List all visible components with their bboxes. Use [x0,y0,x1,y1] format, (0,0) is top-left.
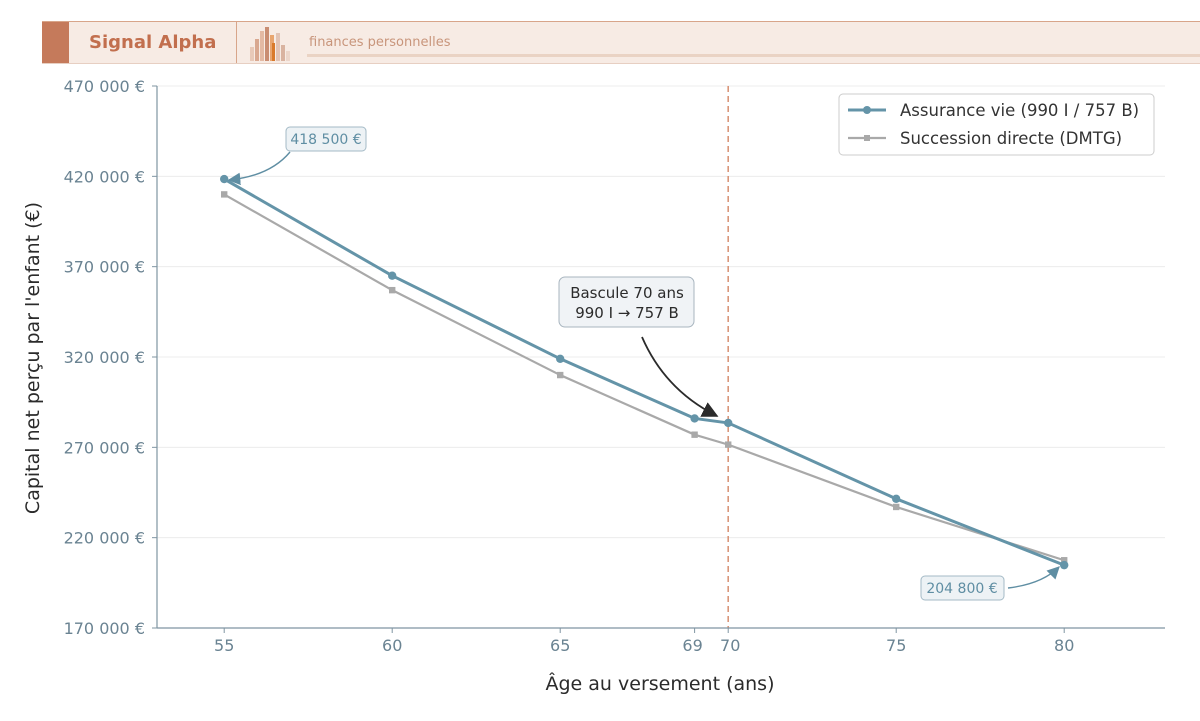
annotation-min-value: 204 800 € [920,566,1060,601]
legend-label: Assurance vie (990 I / 757 B) [900,101,1139,120]
annotation-switch-70: Bascule 70 ans 990 I → 757 B [558,276,719,417]
annotation-min-label: 204 800 € [926,581,997,597]
bar-columns-logo-icon [250,27,290,61]
x-tick-label: 69 [682,636,702,655]
x-axis-title: Âge au versement (ans) [546,672,775,695]
x-tick-label: 60 [382,636,402,655]
annotation-max-value: 418 500 € [227,126,367,186]
annotation-min-arrow [1007,566,1060,589]
x-tick-label: 80 [1054,636,1074,655]
data-point-succession-directe[interactable] [725,441,732,448]
data-point-assurance-vie[interactable] [690,414,699,423]
legend-label: Succession directe (DMTG) [900,129,1122,148]
header-accent-block [42,22,69,63]
data-point-succession-directe[interactable] [389,286,396,294]
y-tick-label: 420 000 € [64,167,145,186]
x-tick-labels: 55 60 65 69 70 75 80 [214,628,1074,655]
x-tick-label: 55 [214,636,234,655]
y-tick-label: 320 000 € [64,348,145,367]
header-divider [236,22,237,63]
legend-entry-assurance-vie[interactable]: Assurance vie (990 I / 757 B) [848,101,1139,120]
y-tick-label: 270 000 € [64,438,145,457]
data-point-assurance-vie[interactable] [724,418,733,428]
header-tagline: finances personnelles [309,35,451,50]
header-underline [307,54,1200,57]
series-line-succession-directe [223,193,1065,562]
annotation-max-arrow [227,151,291,186]
x-tick-label: 70 [720,636,740,655]
annotation-switch-arrow [641,336,719,417]
y-tick-label: 220 000 € [64,529,145,548]
series-layer [220,174,1069,570]
data-point-assurance-vie[interactable] [388,271,397,280]
legend: Assurance vie (990 I / 757 B) Succession… [838,93,1155,156]
data-point-assurance-vie[interactable] [220,174,229,184]
data-point-assurance-vie[interactable] [892,494,901,504]
legend-entry-succession-directe[interactable]: Succession directe (DMTG) [848,129,1122,148]
y-tick-label: 170 000 € [64,619,145,638]
annotation-switch-line-1: Bascule 70 ans [570,284,684,302]
y-tick-labels: 170 000 € 220 000 € 270 000 € 320 000 € 370 … [64,77,157,638]
annotation-switch-line-2: 990 I → 757 B [575,304,679,322]
data-point-succession-directe[interactable] [557,371,564,379]
data-point-succession-directe[interactable] [691,431,698,438]
y-tick-label: 470 000 € [64,77,145,96]
data-point-succession-directe[interactable] [221,191,228,198]
data-point-assurance-vie[interactable] [1060,560,1069,570]
data-point-succession-directe[interactable] [1061,557,1068,564]
y-axis-title: Capital net perçu par l'enfant (€) [22,202,44,514]
data-point-succession-directe[interactable] [893,503,900,511]
x-tick-label: 75 [886,636,906,655]
brand-name[interactable]: Signal Alpha [89,32,217,53]
site-header: Signal Alpha finances personnelles [42,21,1200,64]
series-line-assurance-vie [223,177,1065,567]
data-point-assurance-vie[interactable] [556,354,565,364]
x-tick-label: 65 [550,636,570,655]
y-tick-label: 370 000 € [64,258,145,277]
annotation-max-label: 418 500 € [290,132,361,148]
